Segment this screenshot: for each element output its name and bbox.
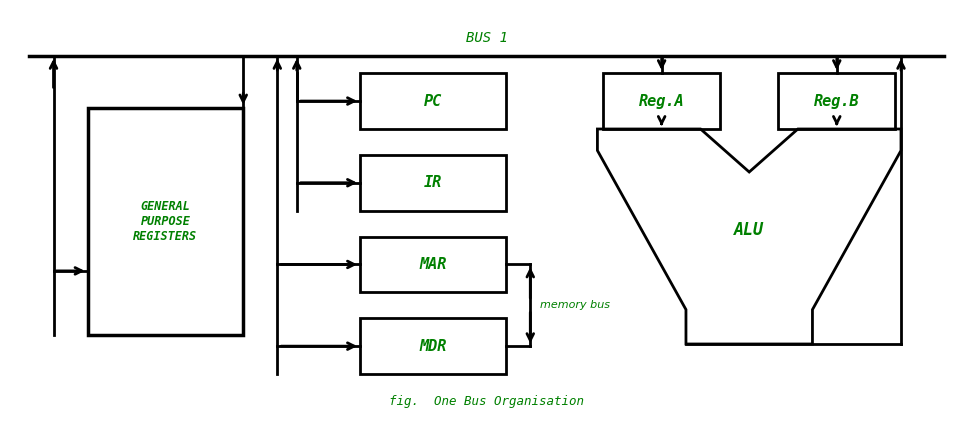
Text: Reg.A: Reg.A xyxy=(639,94,684,108)
Text: MAR: MAR xyxy=(419,257,447,272)
Text: MDR: MDR xyxy=(419,339,447,353)
Text: memory bus: memory bus xyxy=(540,300,610,310)
Text: GENERAL
PURPOSE
REGISTERS: GENERAL PURPOSE REGISTERS xyxy=(133,200,198,243)
Text: IR: IR xyxy=(424,175,442,190)
Text: fig.  One Bus Organisation: fig. One Bus Organisation xyxy=(389,396,584,408)
Text: Reg.B: Reg.B xyxy=(814,94,859,108)
Text: BUS 1: BUS 1 xyxy=(465,31,508,45)
Text: PC: PC xyxy=(424,94,442,108)
Text: ALU: ALU xyxy=(735,221,764,239)
